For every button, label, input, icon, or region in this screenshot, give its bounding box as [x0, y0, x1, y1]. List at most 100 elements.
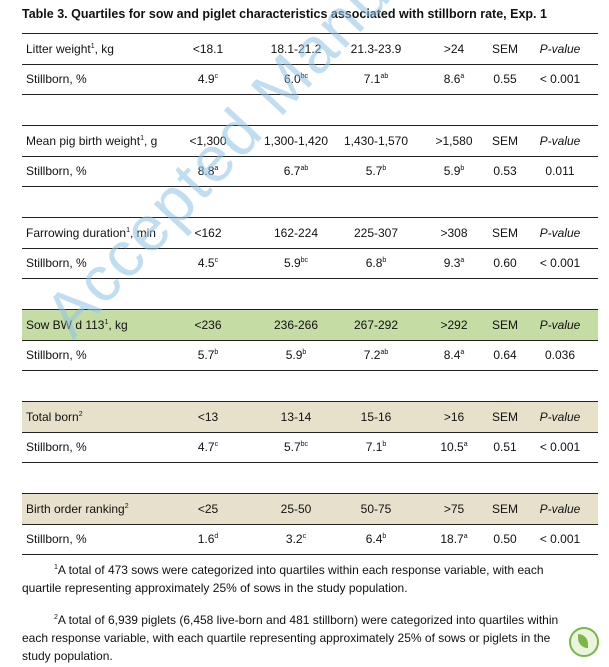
p-value-header: P-value: [539, 226, 581, 240]
quartile-3-header: 225-307: [353, 226, 399, 240]
quartile-4-header: >1,580: [435, 134, 473, 148]
quartile-3-header: 1,430-1,570: [343, 134, 409, 148]
value-q3: 6.4b: [365, 532, 387, 546]
value-q2: 5.7bc: [283, 440, 309, 454]
sem-value: 0.64: [493, 348, 517, 362]
value-q1: 4.9c: [197, 72, 219, 86]
row-label: Stillborn, %: [26, 532, 87, 546]
header-row: Farrowing duration1, min <162 162-224 225-3…: [22, 217, 598, 249]
p-value-header: P-value: [539, 410, 581, 424]
p-value-header: P-value: [539, 42, 581, 56]
data-row: Stillborn, % 4.9c 6.0bc 7.1ab 8.6a 0.55 < 0.00…: [22, 64, 598, 95]
p-value: < 0.001: [539, 72, 581, 86]
variable-label: Birth order ranking2: [26, 502, 129, 516]
quartile-1-header: <18.1: [192, 42, 224, 56]
variable-label: Sow BW d 1131, kg: [26, 318, 128, 332]
variable-label: Farrowing duration1, min: [26, 226, 156, 240]
header-row: Mean pig birth weight1, g <1,300 1,300-1,4…: [22, 125, 598, 157]
quartile-1-header: <236: [194, 318, 222, 332]
data-row: Stillborn, % 4.7c 5.7bc 7.1b 10.5a 0.51 < 0.00…: [22, 432, 598, 463]
value-q4: 5.9b: [443, 164, 465, 178]
data-row: Stillborn, % 4.5c 5.9bc 6.8b 9.3a 0.60 < 0.001: [22, 248, 598, 279]
table-title: Table 3. Quartiles for sow and piglet ch…: [22, 7, 547, 21]
value-q1: 5.7b: [197, 348, 219, 362]
quartile-2-header: 1,300-1,420: [263, 134, 329, 148]
value-q1: 1.6d: [197, 532, 219, 546]
value-q2: 3.2c: [285, 532, 307, 546]
header-row: Total born2 <13 13-14 15-16 >16 SEM P-value: [22, 401, 598, 433]
quartile-2-header: 162-224: [273, 226, 319, 240]
data-row: Stillborn, % 8.8a 6.7ab 5.7b 5.9b 0.53 0.011: [22, 156, 598, 187]
p-value: < 0.001: [539, 256, 581, 270]
quartile-4-header: >308: [440, 226, 468, 240]
quartile-3-header: 267-292: [353, 318, 399, 332]
value-q4: 8.4a: [443, 348, 465, 362]
value-q2: 5.9bc: [283, 256, 309, 270]
sem-label-header: SEM: [491, 318, 518, 332]
sem-label-header: SEM: [491, 42, 518, 56]
leaf-logo-icon: [569, 627, 599, 657]
value-q3: 5.7b: [365, 164, 387, 178]
value-q1: 4.7c: [197, 440, 219, 454]
value-q3: 7.1b: [365, 440, 387, 454]
quartile-3-header: 15-16: [360, 410, 392, 424]
p-value: 0.036: [544, 348, 576, 362]
value-q2: 6.0bc: [283, 72, 309, 86]
sem-value: 0.50: [493, 532, 517, 546]
quartile-4-header: >16: [443, 410, 465, 424]
quartile-4-header: >24: [443, 42, 465, 56]
quartile-3-header: 50-75: [360, 502, 392, 516]
data-row: Stillborn, % 1.6d 3.2c 6.4b 18.7a 0.50 < 0.001: [22, 524, 598, 555]
p-value-header: P-value: [539, 502, 581, 516]
footnote-text: 2A total of 6,939 piglets (6,458 live-bo…: [22, 613, 559, 663]
variable-label: Litter weight1, kg: [26, 42, 114, 56]
value-q2: 6.7ab: [283, 164, 309, 178]
value-q4: 18.7a: [440, 532, 468, 546]
row-label: Stillborn, %: [26, 348, 87, 362]
quartile-2-header: 18.1-21.2: [270, 42, 322, 56]
p-value: < 0.001: [539, 440, 581, 454]
row-label: Stillborn, %: [26, 440, 87, 454]
quartile-1-header: <162: [194, 226, 222, 240]
row-label: Stillborn, %: [26, 164, 87, 178]
sem-value: 0.51: [493, 440, 517, 454]
sem-label-header: SEM: [491, 410, 518, 424]
header-row: Birth order ranking2 <25 25-50 50-75 >75 SEM P…: [22, 493, 598, 525]
quartile-2-header: 13-14: [280, 410, 312, 424]
value-q3: 7.2ab: [363, 348, 389, 362]
sem-value: 0.60: [493, 256, 517, 270]
value-q4: 10.5a: [440, 440, 468, 454]
quartile-3-header: 21.3-23.9: [350, 42, 402, 56]
quartile-1-header: <25: [197, 502, 219, 516]
quartile-4-header: >292: [440, 318, 468, 332]
row-label: Stillborn, %: [26, 72, 87, 86]
value-q3: 6.8b: [365, 256, 387, 270]
quartile-2-header: 236-266: [273, 318, 319, 332]
value-q1: 4.5c: [197, 256, 219, 270]
p-value-header: P-value: [539, 318, 581, 332]
quartile-1-header: <1,300: [189, 134, 227, 148]
value-q1: 8.8a: [197, 164, 219, 178]
quartile-1-header: <13: [197, 410, 219, 424]
value-q4: 8.6a: [443, 72, 465, 86]
footnote-2: 2A total of 6,939 piglets (6,458 live-bo…: [22, 611, 582, 665]
header-row: Litter weight1, kg <18.1 18.1-21.2 21.3-23.…: [22, 33, 598, 65]
value-q2: 5.9b: [285, 348, 307, 362]
footnote-text: 1A total of 473 sows were categorized in…: [22, 563, 544, 595]
variable-label: Total born2: [26, 410, 83, 424]
value-q3: 7.1ab: [363, 72, 389, 86]
footnote-1: 1A total of 473 sows were categorized in…: [22, 561, 582, 597]
sem-label-header: SEM: [491, 502, 518, 516]
data-row: Stillborn, % 5.7b 5.9b 7.2ab 8.4a 0.64 0.036: [22, 340, 598, 371]
sem-label-header: SEM: [491, 134, 518, 148]
p-value-header: P-value: [539, 134, 581, 148]
sem-value: 0.53: [493, 164, 517, 178]
p-value: 0.011: [545, 164, 575, 178]
value-q4: 9.3a: [443, 256, 465, 270]
quartile-4-header: >75: [443, 502, 465, 516]
sem-value: 0.55: [493, 72, 517, 86]
quartile-2-header: 25-50: [280, 502, 312, 516]
p-value: < 0.001: [539, 532, 581, 546]
sem-label-header: SEM: [491, 226, 518, 240]
variable-label: Mean pig birth weight1, g: [26, 134, 158, 148]
